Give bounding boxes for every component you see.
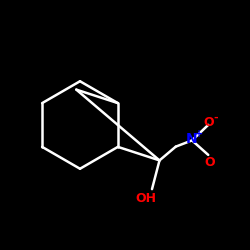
Text: N: N <box>186 132 198 146</box>
Text: +: + <box>195 129 203 139</box>
Text: OH: OH <box>135 192 156 205</box>
Text: O: O <box>204 156 215 169</box>
Text: O: O <box>203 116 213 130</box>
Text: -: - <box>213 113 218 123</box>
